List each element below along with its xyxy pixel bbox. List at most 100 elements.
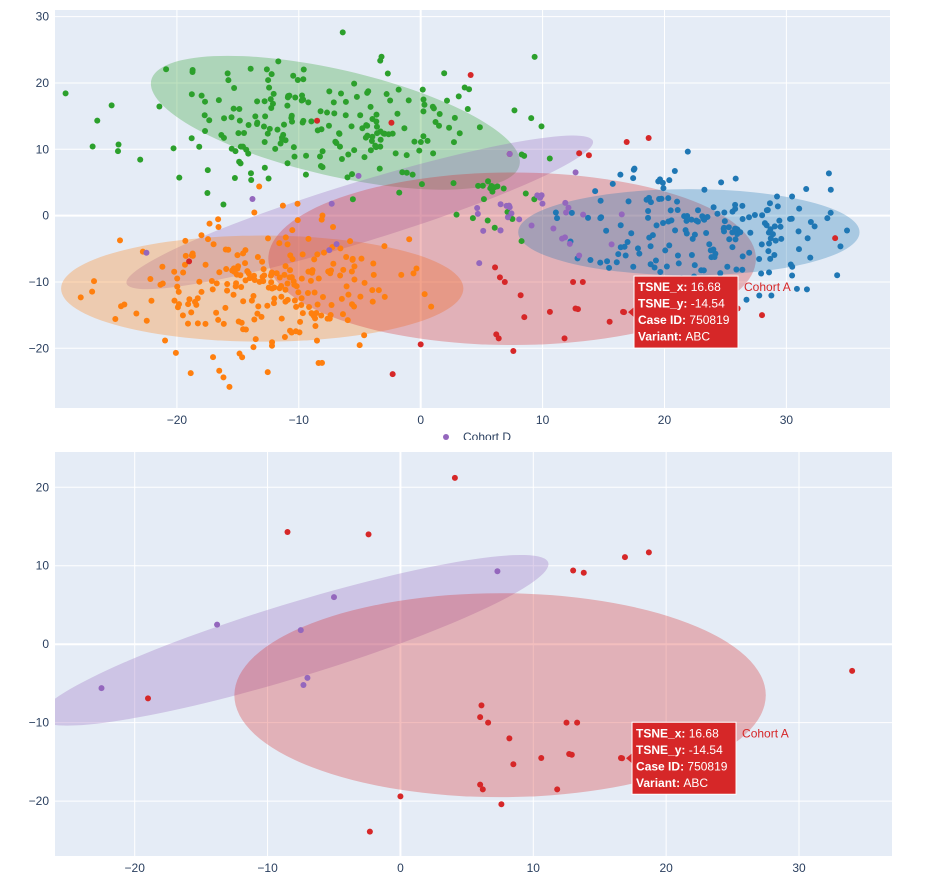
point-cohort-c[interactable] <box>377 136 384 143</box>
point-cohort-e[interactable] <box>210 354 217 361</box>
point-cohort-b[interactable] <box>737 229 744 236</box>
point-cohort-a[interactable] <box>510 761 517 768</box>
point-cohort-c[interactable] <box>300 66 307 73</box>
point-cohort-e[interactable] <box>398 271 405 278</box>
point-cohort-b[interactable] <box>674 252 681 259</box>
point-cohort-b[interactable] <box>725 224 732 231</box>
point-cohort-e[interactable] <box>287 267 294 274</box>
point-cohort-c[interactable] <box>267 96 274 103</box>
point-cohort-b[interactable] <box>585 214 592 221</box>
point-cohort-e[interactable] <box>281 271 288 278</box>
point-cohort-d[interactable] <box>304 674 311 681</box>
point-cohort-b[interactable] <box>837 243 844 250</box>
point-cohort-d[interactable] <box>476 260 483 267</box>
point-cohort-d[interactable] <box>497 227 504 234</box>
point-cohort-c[interactable] <box>418 181 425 188</box>
point-cohort-a[interactable] <box>849 667 856 674</box>
point-cohort-e[interactable] <box>264 302 271 309</box>
point-cohort-e[interactable] <box>330 223 337 230</box>
point-cohort-b[interactable] <box>772 237 779 244</box>
point-cohort-e[interactable] <box>215 223 222 230</box>
point-cohort-a[interactable] <box>467 72 474 79</box>
point-cohort-b[interactable] <box>613 259 620 266</box>
point-cohort-b[interactable] <box>604 258 611 265</box>
point-cohort-e[interactable] <box>198 288 205 295</box>
point-cohort-e[interactable] <box>313 310 320 317</box>
point-cohort-c[interactable] <box>333 139 340 146</box>
point-cohort-b[interactable] <box>630 175 637 182</box>
point-cohort-a[interactable] <box>495 335 502 342</box>
point-cohort-e[interactable] <box>276 240 283 247</box>
point-cohort-c[interactable] <box>277 140 284 147</box>
point-cohort-b[interactable] <box>739 202 746 209</box>
point-cohort-e[interactable] <box>313 337 320 344</box>
point-cohort-e[interactable] <box>381 243 388 250</box>
point-cohort-e[interactable] <box>413 265 420 272</box>
point-cohort-c[interactable] <box>163 66 170 73</box>
point-cohort-e[interactable] <box>256 183 263 190</box>
point-cohort-e[interactable] <box>381 293 388 300</box>
point-cohort-c[interactable] <box>528 115 535 122</box>
point-cohort-b[interactable] <box>789 193 796 200</box>
point-cohort-e[interactable] <box>250 292 257 299</box>
point-cohort-b[interactable] <box>647 199 654 206</box>
point-cohort-b[interactable] <box>634 245 641 252</box>
point-cohort-a[interactable] <box>397 793 404 800</box>
point-cohort-c[interactable] <box>305 99 312 106</box>
point-cohort-e[interactable] <box>202 261 209 268</box>
point-cohort-d[interactable] <box>559 235 566 242</box>
point-cohort-e[interactable] <box>361 279 368 286</box>
point-cohort-b[interactable] <box>714 210 721 217</box>
point-cohort-b[interactable] <box>665 195 672 202</box>
point-cohort-b[interactable] <box>700 267 707 274</box>
point-cohort-e[interactable] <box>259 258 266 265</box>
point-cohort-b[interactable] <box>766 240 773 247</box>
point-cohort-e[interactable] <box>298 295 305 302</box>
point-cohort-b[interactable] <box>795 246 802 253</box>
point-cohort-e[interactable] <box>133 310 140 317</box>
point-cohort-c[interactable] <box>288 112 295 119</box>
point-cohort-a[interactable] <box>572 305 579 312</box>
point-cohort-e[interactable] <box>307 277 314 284</box>
point-cohort-b[interactable] <box>756 255 763 262</box>
point-cohort-c[interactable] <box>444 97 451 104</box>
point-cohort-c[interactable] <box>387 97 394 104</box>
point-cohort-e[interactable] <box>209 286 216 293</box>
point-cohort-e[interactable] <box>260 278 267 285</box>
point-cohort-c[interactable] <box>221 115 228 122</box>
point-cohort-d[interactable] <box>328 200 335 207</box>
point-cohort-c[interactable] <box>170 145 177 152</box>
point-cohort-e[interactable] <box>251 316 258 323</box>
point-cohort-c[interactable] <box>225 77 232 84</box>
point-cohort-c[interactable] <box>300 76 307 83</box>
point-cohort-c[interactable] <box>451 114 458 121</box>
point-cohort-c[interactable] <box>373 144 380 151</box>
point-cohort-e[interactable] <box>282 234 289 241</box>
point-cohort-d[interactable] <box>98 685 105 692</box>
point-cohort-e[interactable] <box>357 293 364 300</box>
point-cohort-b[interactable] <box>694 218 701 225</box>
point-cohort-a[interactable] <box>606 318 613 325</box>
point-cohort-c[interactable] <box>137 156 144 163</box>
point-cohort-a[interactable] <box>501 278 508 285</box>
point-cohort-e[interactable] <box>270 300 277 307</box>
point-cohort-d[interactable] <box>550 225 557 232</box>
point-cohort-a[interactable] <box>186 258 193 265</box>
point-cohort-a[interactable] <box>284 529 291 536</box>
point-cohort-c[interactable] <box>380 130 387 137</box>
point-cohort-e[interactable] <box>89 288 96 295</box>
point-cohort-c[interactable] <box>361 154 368 161</box>
point-cohort-b[interactable] <box>691 262 698 269</box>
point-cohort-c[interactable] <box>349 196 356 203</box>
point-cohort-c[interactable] <box>364 132 371 139</box>
point-cohort-c[interactable] <box>268 71 275 78</box>
legend-partial[interactable]: Cohort D <box>443 430 511 444</box>
point-cohort-b[interactable] <box>684 148 691 155</box>
point-cohort-c[interactable] <box>265 175 272 182</box>
point-cohort-b[interactable] <box>662 247 669 254</box>
point-cohort-e[interactable] <box>174 275 181 282</box>
point-cohort-b[interactable] <box>776 217 783 224</box>
confidence-ellipse-cohort-c[interactable] <box>139 29 531 217</box>
point-cohort-a[interactable] <box>510 347 517 354</box>
point-cohort-b[interactable] <box>739 266 746 273</box>
